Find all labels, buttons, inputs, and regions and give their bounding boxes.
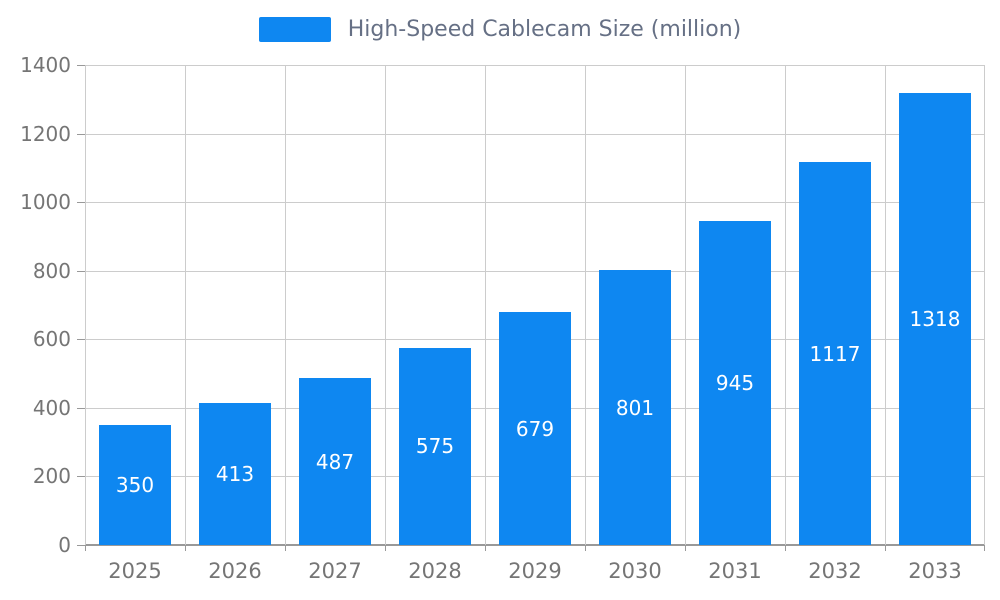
bar-value-label: 487 (315, 449, 355, 474)
x-tick-label-2027: 2027 (308, 559, 362, 583)
x-tick-label-2029: 2029 (508, 559, 562, 583)
bar-value-label: 413 (215, 462, 255, 487)
bar-2033[interactable]: 1318 (899, 93, 971, 545)
gridline-horizontal (85, 65, 985, 66)
y-tick-label: 400 (32, 395, 71, 420)
gridline-vertical (785, 65, 786, 545)
bar-2032[interactable]: 1117 (799, 162, 871, 545)
y-tick-label: 600 (32, 327, 71, 352)
x-tick-mark (785, 545, 786, 551)
x-tick-mark (85, 545, 86, 551)
bar-value-label: 575 (415, 434, 455, 459)
y-tick-label: 1400 (20, 53, 71, 77)
x-tick-label-2030: 2030 (608, 559, 662, 583)
gridline-vertical (984, 65, 985, 545)
bar-2030[interactable]: 801 (599, 270, 671, 545)
bar-2028[interactable]: 575 (399, 347, 471, 545)
gridline-vertical (685, 65, 686, 545)
x-tick-label-2025: 2025 (108, 559, 162, 583)
bar-value-label: 679 (515, 416, 555, 441)
x-tick-mark (485, 545, 486, 551)
y-tick-label: 200 (32, 464, 71, 489)
gridline-horizontal (85, 133, 985, 135)
x-tick-label-2032: 2032 (808, 559, 862, 583)
bar-value-label: 945 (715, 371, 755, 395)
bar-value-label: 350 (115, 473, 155, 497)
gridline-vertical (885, 65, 886, 545)
x-tick-mark (185, 545, 186, 551)
gridline-vertical (85, 65, 86, 545)
bar-2029[interactable]: 679 (499, 312, 571, 545)
x-tick-mark (585, 545, 586, 551)
x-tick-mark (385, 545, 386, 551)
x-tick-label-2026: 2026 (208, 559, 262, 583)
x-tick-label-2031: 2031 (708, 559, 762, 583)
y-tick-label: 0 (58, 533, 71, 557)
bar-2031[interactable]: 945 (699, 221, 771, 545)
gridline-vertical (485, 65, 486, 545)
legend-label: High-Speed Cablecam Size (million) (347, 17, 742, 42)
y-tick-mark (77, 339, 85, 341)
y-tick-mark (77, 270, 85, 272)
x-tick-mark (984, 545, 985, 551)
y-tick-label: 1200 (20, 121, 71, 146)
x-tick-mark (685, 545, 686, 551)
gridline-vertical (185, 65, 186, 545)
gridline-vertical (585, 65, 586, 545)
x-tick-mark (885, 545, 886, 551)
gridline-horizontal (85, 270, 985, 272)
bar-2025[interactable]: 350 (99, 425, 171, 545)
y-tick-label: 800 (32, 258, 71, 283)
plot-area: 350 413 487 575 679 801 945 1117 1318 (85, 65, 985, 546)
chart-legend[interactable]: High-Speed Cablecam Size (million) (0, 17, 1000, 42)
gridline-vertical (385, 65, 386, 545)
y-tick-label: 1000 (20, 190, 71, 215)
y-tick-mark (77, 202, 85, 204)
x-tick-label-2033: 2033 (908, 559, 962, 583)
y-tick-mark (77, 545, 85, 546)
gridline-vertical (285, 65, 286, 545)
y-tick-mark (77, 407, 85, 409)
y-tick-mark (77, 476, 85, 478)
gridline-horizontal (85, 202, 985, 204)
bar-2026[interactable]: 413 (199, 403, 271, 545)
x-tick-label-2028: 2028 (408, 559, 462, 583)
x-axis: 2025 2026 2027 2028 2029 2030 2031 2032 2033 (85, 545, 985, 595)
legend-swatch-icon (258, 17, 331, 42)
bar-2027[interactable]: 487 (299, 378, 371, 545)
y-axis: 0 200 400 600 800 1000 1200 1400 (0, 53, 85, 557)
y-tick-mark (77, 133, 85, 135)
x-tick-mark (285, 545, 286, 551)
x-axis-line (85, 544, 985, 546)
bar-value-label: 1318 (909, 307, 961, 332)
bar-value-label: 801 (615, 395, 655, 420)
bar-value-label: 1117 (809, 341, 861, 366)
y-tick-mark (77, 65, 85, 66)
